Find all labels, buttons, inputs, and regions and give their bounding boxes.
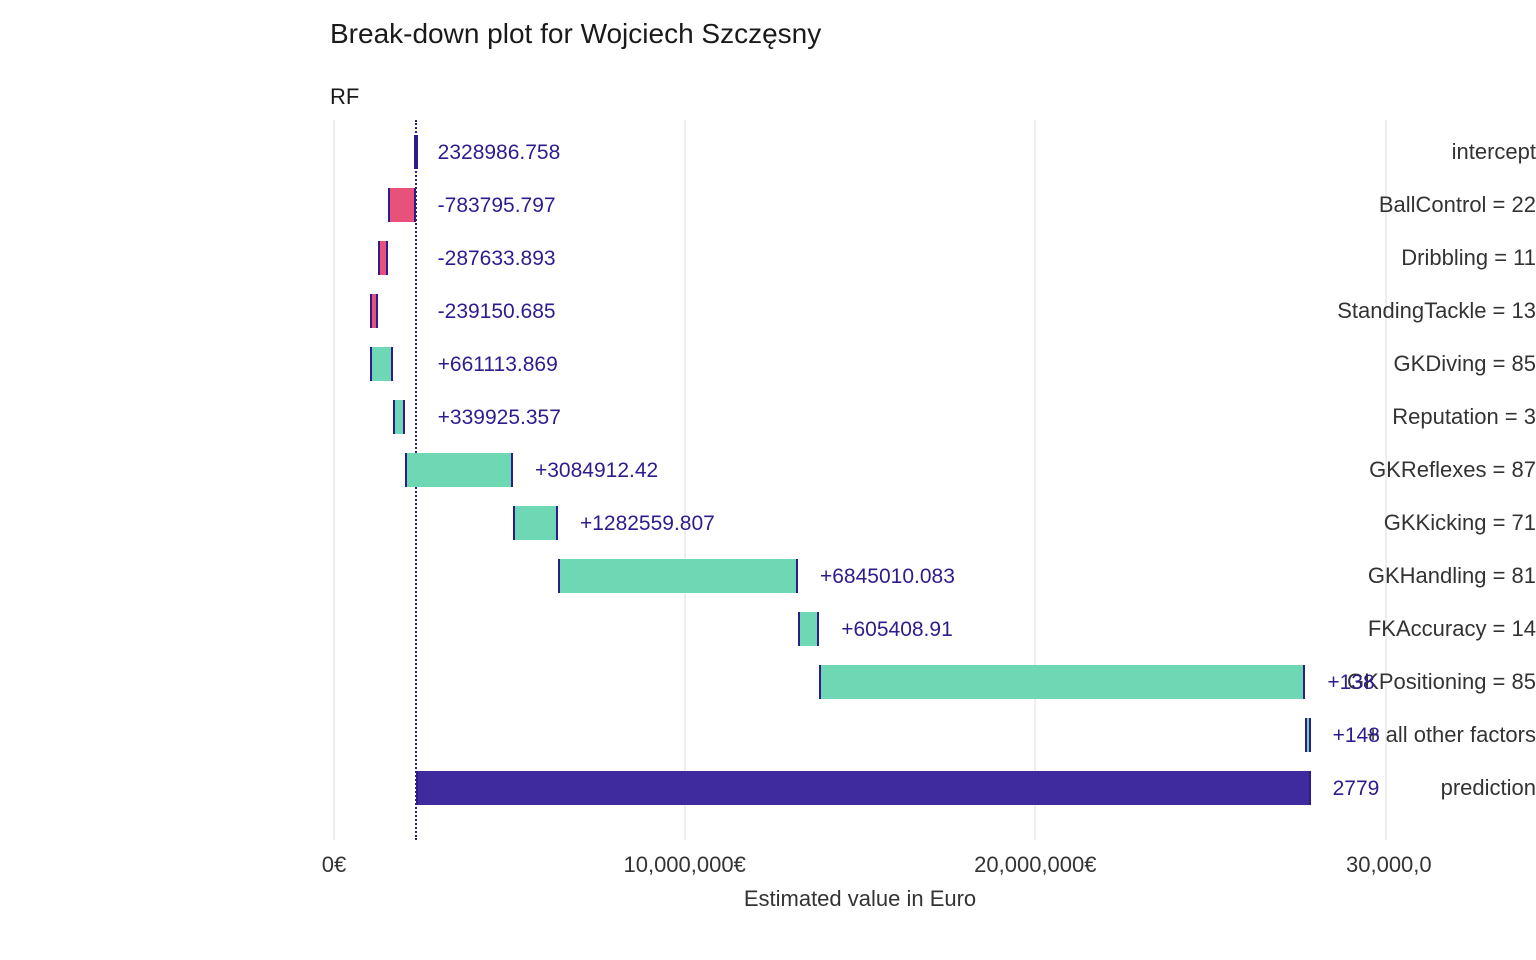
contribution-value: -783795.797 <box>438 194 556 218</box>
x-axis-label: Estimated value in Euro <box>744 886 976 912</box>
row-label: StandingTackle = 13 <box>1216 298 1536 324</box>
row-label: Reputation = 3 <box>1216 404 1536 430</box>
contribution-value: +148 <box>1333 724 1380 748</box>
contribution-value: -287633.893 <box>438 247 556 271</box>
contribution-value: +138 <box>1327 671 1374 695</box>
contribution-value: +1282559.807 <box>580 512 715 536</box>
chart-subtitle: RF <box>330 84 359 110</box>
contribution-value: 2328986.758 <box>438 141 561 165</box>
contribution-bar <box>513 506 558 540</box>
breakdown-plot: Break-down plot for Wojciech Szczęsny RF… <box>0 0 1536 960</box>
row-label: GKHandling = 81 <box>1216 563 1536 589</box>
prediction-bar <box>416 771 1311 805</box>
contribution-value: +661113.869 <box>438 353 558 377</box>
row-label: FKAccuracy = 14 <box>1216 616 1536 642</box>
chart-title: Break-down plot for Wojciech Szczęsny <box>330 18 821 50</box>
intercept-marker <box>414 135 418 169</box>
row-label: GKDiving = 85 <box>1216 351 1536 377</box>
x-tick-label: 10,000,000€ <box>623 852 745 878</box>
contribution-bar <box>405 453 513 487</box>
x-tick-label: 0€ <box>322 852 346 878</box>
contribution-bar <box>558 559 798 593</box>
gridline <box>684 120 686 840</box>
contribution-bar <box>393 400 405 434</box>
x-tick-label: 20,000,000€ <box>974 852 1096 878</box>
row-label: intercept <box>1216 139 1536 165</box>
contribution-value: -239150.685 <box>438 300 556 324</box>
row-label: GKKicking = 71 <box>1216 510 1536 536</box>
contribution-bar <box>388 188 415 222</box>
contribution-value: +3084912.42 <box>535 459 658 483</box>
gridline <box>333 120 335 840</box>
contribution-value: +605408.91 <box>841 618 953 642</box>
contribution-bar <box>798 612 819 646</box>
contribution-bar <box>370 294 378 328</box>
gridline <box>1034 120 1036 840</box>
contribution-value: +6845010.083 <box>820 565 955 589</box>
contribution-bar <box>819 665 1305 699</box>
contribution-value: 2779 <box>1333 777 1380 801</box>
contribution-bar <box>370 347 393 381</box>
row-label: GKReflexes = 87 <box>1216 457 1536 483</box>
row-label: BallControl = 22 <box>1216 192 1536 218</box>
row-label: Dribbling = 11 <box>1216 245 1536 271</box>
x-tick-label: 30,000,0 <box>1346 852 1432 878</box>
contribution-bar <box>378 241 388 275</box>
contribution-bar <box>1305 718 1310 752</box>
contribution-value: +339925.357 <box>438 406 561 430</box>
